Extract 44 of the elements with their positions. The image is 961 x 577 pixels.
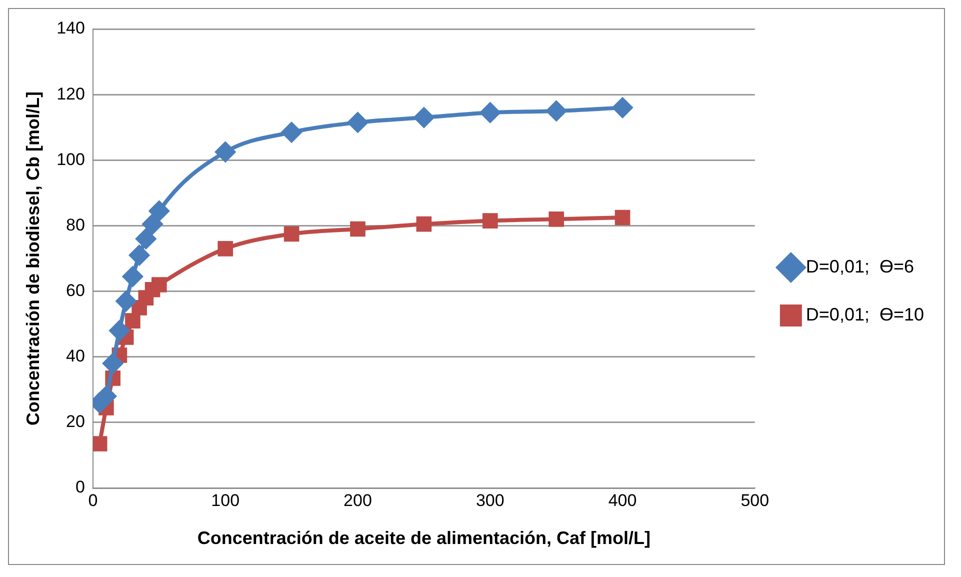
point (92, 436, 108, 452)
y-tick-label: 0 (75, 478, 85, 497)
point (96, 386, 116, 406)
point (116, 291, 136, 312)
point (416, 216, 432, 232)
y-tick-label: 20 (66, 412, 85, 432)
x-tick-label: 500 (740, 490, 770, 510)
point (284, 226, 300, 242)
y-tick-label: 80 (66, 215, 85, 234)
x-tick-label: 0 (88, 490, 98, 510)
x-axis-title: Concentración de aceite de alimentación, Caf [mol/L] (197, 528, 650, 548)
point (350, 221, 366, 237)
x-tick-label: 400 (608, 490, 637, 510)
y-tick-label: 140 (56, 18, 85, 38)
y-tick-label: 100 (56, 150, 85, 169)
point (218, 241, 234, 256)
point (348, 112, 368, 132)
y-tick-label: 60 (66, 280, 85, 300)
y-axis-title: Concentración de biodiesel, Cb [mol/L] (22, 91, 43, 426)
point (548, 212, 564, 227)
point (546, 100, 566, 121)
point (480, 102, 500, 123)
point (142, 214, 163, 234)
point (149, 200, 170, 221)
point (129, 245, 150, 266)
point (109, 320, 130, 341)
x-tick-label: 100 (211, 490, 240, 510)
legend-label: D=0,01; Ɵ=6 (806, 256, 914, 276)
point (122, 266, 143, 287)
point (125, 313, 140, 328)
point (136, 228, 156, 249)
point (612, 98, 633, 118)
x-tick-label: 300 (476, 490, 504, 510)
y-tick-label: 120 (56, 84, 85, 104)
point (482, 213, 498, 228)
legend-label: D=0,01; Ɵ=10 (806, 304, 924, 324)
y-tick-label: 40 (66, 346, 85, 366)
point (102, 353, 123, 374)
point (282, 122, 302, 142)
point (614, 210, 630, 226)
point (414, 108, 434, 128)
x-tick-label: 200 (344, 490, 372, 510)
point (215, 142, 236, 162)
point (152, 277, 167, 292)
